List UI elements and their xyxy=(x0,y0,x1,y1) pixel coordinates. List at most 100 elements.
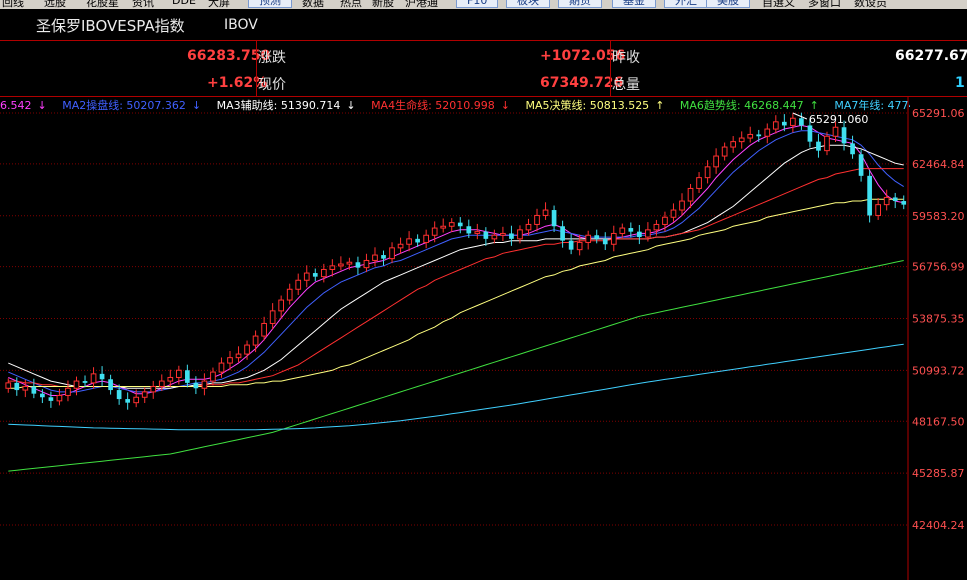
candle-down xyxy=(637,231,642,238)
candle-up xyxy=(338,263,344,267)
ma-line-MA1 xyxy=(8,124,904,396)
candle-up xyxy=(133,396,140,404)
max-annotation-label: 65291.060 xyxy=(809,113,869,126)
menu-item[interactable]: 自選义 xyxy=(762,0,795,9)
candle-up xyxy=(542,209,549,216)
open-value: 66283.750 xyxy=(187,48,271,64)
candle-down xyxy=(901,201,907,205)
candle-up xyxy=(227,357,233,364)
candle-up xyxy=(730,141,737,148)
candle-up xyxy=(619,227,626,234)
menu-item[interactable]: 沪港通 xyxy=(405,0,438,9)
y-tick-label: 65291.06 xyxy=(912,107,965,120)
candle-up xyxy=(431,227,438,236)
ma-legend: 6.542 ↓ MA2操盘线: 50207.362 ↓ MA3辅助线: 51390.… xyxy=(0,97,910,113)
candle-down xyxy=(509,233,514,239)
y-tick-label: 42404.24 xyxy=(912,519,965,532)
legend-ma5: MA5决策线: 50813.525 ↑ xyxy=(525,99,665,112)
candle-down xyxy=(850,143,855,155)
candle-up xyxy=(500,232,506,236)
y-tick-label: 48167.50 xyxy=(912,415,965,428)
candle-up xyxy=(244,344,250,355)
candle-up xyxy=(329,265,336,270)
candle-up xyxy=(406,238,412,245)
candle-up xyxy=(491,234,498,240)
candle-up xyxy=(738,137,745,143)
candle-up xyxy=(704,166,711,179)
menu-item[interactable]: 热点 xyxy=(340,0,362,9)
candle-down xyxy=(560,226,565,241)
candle-down xyxy=(108,379,113,391)
candle-up xyxy=(440,225,447,229)
candle-up xyxy=(235,353,242,359)
candle-down xyxy=(807,125,813,142)
index-title: 圣保罗IBOVESPA指数 xyxy=(36,17,185,35)
candle-down xyxy=(594,235,600,239)
divider xyxy=(610,40,611,96)
candle-down xyxy=(816,141,821,151)
menu-bar: 回线 远股 花股星 资讯 DDE 大屏 预测 数据 热点 新股 沪港通 F10 … xyxy=(0,0,967,9)
ma-line-MA5决策线 xyxy=(8,198,904,389)
menu-item[interactable]: 大屏 xyxy=(208,0,230,9)
volume-label: 总量 xyxy=(612,77,640,93)
candle-up xyxy=(252,335,259,346)
candle-down xyxy=(14,382,20,391)
us-stock-button[interactable]: 美股 xyxy=(706,0,750,8)
candle-up xyxy=(653,223,660,231)
candle-up xyxy=(534,214,540,225)
menu-item[interactable]: DDE xyxy=(172,0,196,7)
candle-up xyxy=(22,385,29,391)
candle-up xyxy=(372,254,378,261)
candle-up xyxy=(278,299,285,312)
legend-ma2: MA2操盘线: 50207.362 ↓ xyxy=(62,99,202,112)
candle-up xyxy=(295,279,302,290)
candle-up xyxy=(286,288,293,301)
candle-up xyxy=(65,387,71,396)
menu-item[interactable]: 多窗口 xyxy=(808,0,841,9)
futures-button[interactable]: 期货 xyxy=(558,0,602,8)
menu-item[interactable]: 数设员 xyxy=(854,0,887,9)
menu-item[interactable]: 新股 xyxy=(372,0,394,9)
candle-down xyxy=(48,397,54,401)
candle-up xyxy=(141,391,148,398)
fund-button[interactable]: 基金 xyxy=(612,0,656,8)
title-bar: 圣保罗IBOVESPA指数 IBOV xyxy=(0,9,967,39)
candle-down xyxy=(756,134,762,137)
candle-up xyxy=(320,268,327,278)
candle-up xyxy=(585,234,592,243)
candle-up xyxy=(363,259,370,269)
candle-up xyxy=(713,155,719,168)
forecast-button[interactable]: 预测 xyxy=(248,0,292,8)
candle-up xyxy=(423,234,429,243)
candle-down xyxy=(892,197,898,202)
candle-up xyxy=(517,229,523,240)
price-label: 现价 xyxy=(258,77,286,93)
candle-up xyxy=(261,322,267,337)
candle-up xyxy=(175,369,182,378)
y-tick-label: 50993.72 xyxy=(912,364,965,377)
legend-ma6: MA6趋势线: 46268.447 ↑ xyxy=(679,99,819,112)
menu-item[interactable]: 远股 xyxy=(44,0,66,9)
f10-button[interactable]: F10 xyxy=(456,0,499,8)
menu-item[interactable]: 花股星 xyxy=(86,0,119,9)
candle-down xyxy=(602,238,608,245)
y-tick-label: 59583.20 xyxy=(912,210,965,223)
candle-up xyxy=(883,196,890,206)
candle-up xyxy=(5,382,12,389)
menu-item[interactable]: 数据 xyxy=(302,0,324,9)
legend-ma4: MA4生命线: 52010.998 ↓ xyxy=(371,99,510,112)
menu-item[interactable]: 回线 xyxy=(2,0,24,9)
candle-down xyxy=(457,222,463,227)
candle-up xyxy=(73,380,80,389)
max-annotation-arrow xyxy=(792,112,808,120)
candle-down xyxy=(781,121,787,126)
candle-up xyxy=(832,126,839,137)
candle-down xyxy=(355,262,361,268)
candle-down xyxy=(193,382,199,389)
candle-down xyxy=(858,154,864,176)
menu-item[interactable]: 资讯 xyxy=(132,0,154,9)
candle-down xyxy=(125,399,131,403)
candle-up xyxy=(90,373,97,384)
sector-button[interactable]: 板块 xyxy=(506,0,550,8)
